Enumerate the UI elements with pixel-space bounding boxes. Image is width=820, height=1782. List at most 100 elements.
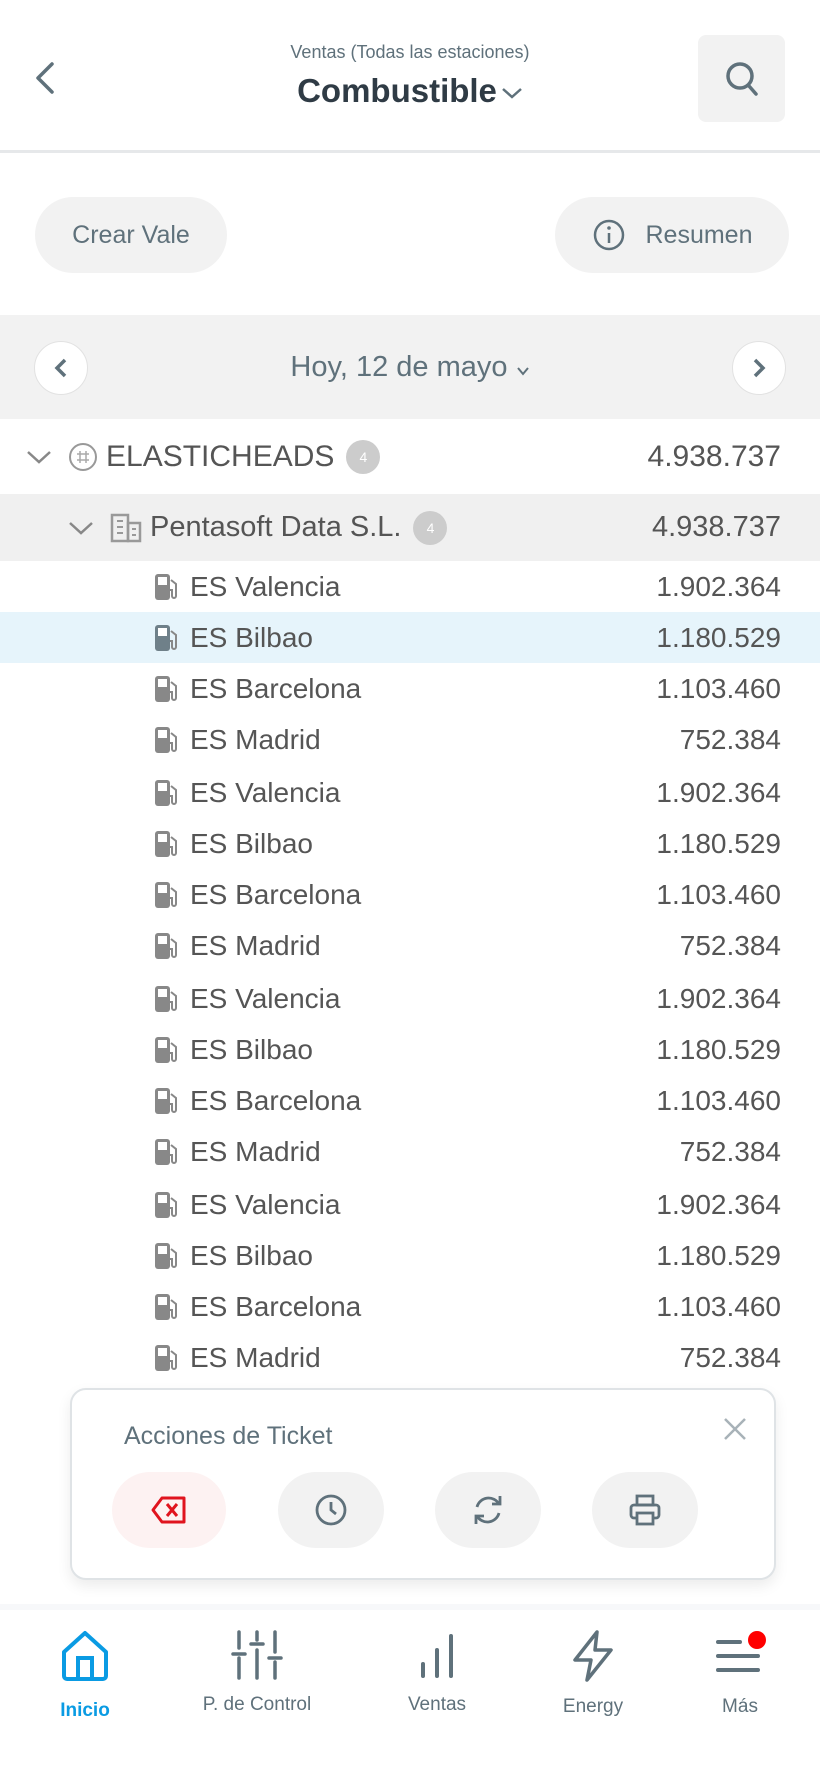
previous-day-button[interactable]: [34, 341, 88, 395]
search-button[interactable]: [698, 35, 785, 122]
fuel-pump-icon: [155, 1087, 177, 1114]
category-selector[interactable]: Combustible: [0, 72, 820, 110]
tree-node-company[interactable]: Pentasoft Data S.L. 4 4.938.737: [0, 494, 820, 561]
page-subtitle: Ventas (Todas las estaciones): [290, 42, 530, 62]
station-name: ES Bilbao: [190, 1239, 313, 1271]
station-row[interactable]: ES Valencia 1.902.364: [0, 973, 820, 1024]
station-value: 752.384: [679, 723, 781, 755]
station-value: 752.384: [679, 1341, 781, 1373]
fuel-pump-icon: [155, 1293, 177, 1320]
fuel-pump-icon: [155, 1036, 177, 1063]
nav-label: Ventas: [407, 1694, 467, 1715]
station-name: ES Barcelona: [190, 672, 362, 704]
info-icon: [593, 219, 624, 251]
chevron-down-icon: [502, 88, 522, 99]
close-icon[interactable]: [722, 1416, 748, 1442]
station-row[interactable]: ES Barcelona 1.103.460: [0, 869, 820, 920]
search-icon: [725, 61, 758, 96]
tree-node-root[interactable]: ELASTICHEADS 4 4.938.737: [0, 420, 820, 494]
fuel-pump-icon: [155, 1344, 177, 1371]
refresh-button[interactable]: [435, 1472, 541, 1548]
print-button[interactable]: [592, 1472, 698, 1548]
root-name: ELASTICHEADS: [106, 440, 335, 473]
company-value: 4.938.737: [651, 511, 781, 543]
station-row[interactable]: ES Madrid 752.384: [0, 1332, 820, 1383]
create-voucher-button[interactable]: Crear Vale: [35, 197, 227, 273]
station-name: ES Bilbao: [190, 827, 313, 859]
fuel-pump-icon: [155, 573, 177, 600]
bar-chart-icon: [421, 1634, 453, 1678]
station-value: 1.902.364: [656, 982, 781, 1014]
nav-panel-control[interactable]: P. de Control: [177, 1630, 337, 1716]
fuel-pump-icon: [155, 932, 177, 959]
home-icon: [62, 1631, 108, 1681]
station-row[interactable]: ES Valencia 1.902.364: [0, 561, 820, 612]
nav-label: Inicio: [60, 1700, 110, 1721]
company-name: Pentasoft Data S.L.: [150, 511, 402, 543]
root-value: 4.938.737: [647, 440, 781, 473]
station-name: ES Valencia: [190, 570, 341, 602]
fuel-pump-icon: [155, 675, 177, 702]
station-value: 1.180.529: [656, 1239, 781, 1271]
lightning-icon: [573, 1630, 613, 1682]
nav-label: P. de Control: [202, 1694, 312, 1715]
station-value: 1.103.460: [656, 672, 781, 704]
create-voucher-label: Crear Vale: [72, 220, 190, 249]
station-row[interactable]: ES Bilbao 1.180.529: [0, 818, 820, 869]
date-selector[interactable]: Hoy, 12 de mayo: [0, 351, 820, 384]
history-button[interactable]: [278, 1472, 384, 1548]
station-value: 1.902.364: [656, 1188, 781, 1220]
fuel-pump-icon: [155, 881, 177, 908]
chevron-down-icon: [516, 367, 529, 376]
nav-energy[interactable]: Energy: [513, 1630, 673, 1718]
next-day-button[interactable]: [732, 341, 786, 395]
station-value: 1.103.460: [656, 1290, 781, 1322]
nav-label: Energy: [562, 1696, 624, 1717]
nav-inicio[interactable]: Inicio: [5, 1630, 165, 1722]
station-value: 1.180.529: [656, 1033, 781, 1065]
station-row[interactable]: ES Bilbao 1.180.529: [0, 1024, 820, 1075]
popup-title: Acciones de Ticket: [124, 1422, 333, 1450]
station-row[interactable]: ES Barcelona 1.103.460: [0, 663, 820, 714]
back-icon[interactable]: [28, 58, 64, 98]
fuel-pump-icon: [155, 1242, 177, 1269]
station-name: ES Bilbao: [190, 1033, 313, 1065]
delete-ticket-button[interactable]: [112, 1472, 226, 1548]
ticket-actions-popup: Acciones de Ticket: [70, 1388, 776, 1580]
bottom-navigation: Inicio P. de Control Ventas Energy Más: [0, 1604, 820, 1782]
chevron-down-icon[interactable]: [68, 520, 94, 536]
fuel-pump-icon: [155, 1138, 177, 1165]
nav-ventas[interactable]: Ventas: [357, 1630, 517, 1716]
station-row[interactable]: ES Madrid 752.384: [0, 1126, 820, 1177]
station-row[interactable]: ES Barcelona 1.103.460: [0, 1281, 820, 1332]
date-label: Hoy, 12 de mayo: [290, 351, 508, 383]
station-name: ES Madrid: [190, 929, 321, 961]
station-row[interactable]: ES Bilbao 1.180.529: [0, 1230, 820, 1281]
summary-label: Resumen: [645, 220, 753, 249]
station-row[interactable]: ES Barcelona 1.103.460: [0, 1075, 820, 1126]
date-navigator: Hoy, 12 de mayo: [0, 315, 820, 419]
refresh-icon: [474, 1496, 502, 1524]
station-name: ES Barcelona: [190, 1290, 362, 1322]
station-value: 1.103.460: [656, 1084, 781, 1116]
nav-mas[interactable]: Más: [660, 1630, 820, 1718]
station-value: 1.902.364: [656, 570, 781, 602]
station-row[interactable]: ES Valencia 1.902.364: [0, 1179, 820, 1230]
station-name: ES Madrid: [190, 723, 321, 755]
delete-icon: [151, 1496, 186, 1524]
station-name: ES Valencia: [190, 982, 341, 1014]
station-name: ES Barcelona: [190, 1084, 362, 1116]
chevron-right-icon: [753, 358, 766, 378]
station-name: ES Bilbao: [190, 621, 313, 653]
summary-button[interactable]: Resumen: [555, 197, 789, 273]
station-name: ES Valencia: [190, 776, 341, 808]
station-row[interactable]: ES Madrid 752.384: [0, 714, 820, 765]
chevron-down-icon[interactable]: [26, 449, 52, 465]
station-row[interactable]: ES Madrid 752.384: [0, 920, 820, 971]
station-row[interactable]: ES Bilbao 1.180.529: [0, 612, 820, 663]
chevron-left-icon: [54, 358, 67, 378]
station-value: 1.180.529: [656, 827, 781, 859]
station-value: 1.902.364: [656, 776, 781, 808]
station-row[interactable]: ES Valencia 1.902.364: [0, 767, 820, 818]
station-name: ES Barcelona: [190, 878, 362, 910]
